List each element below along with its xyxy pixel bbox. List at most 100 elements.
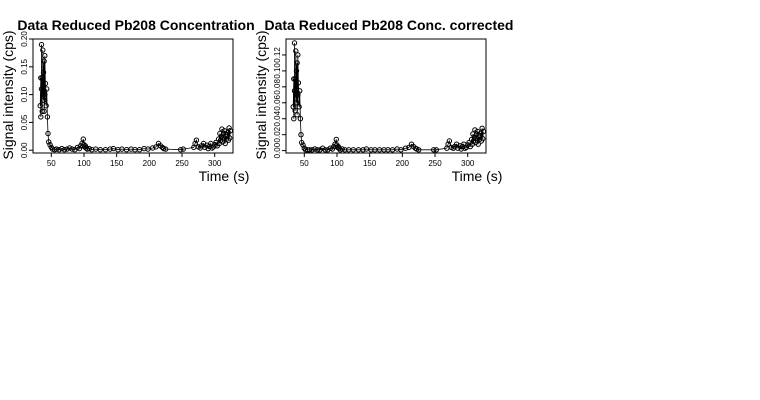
chart-title: Data Reduced Pb208 Conc. corrected <box>265 17 514 33</box>
data-point <box>209 145 215 151</box>
x-tick-label: 250 <box>428 159 442 168</box>
data-point <box>41 108 47 115</box>
data-point <box>107 146 113 152</box>
data-point <box>416 147 422 153</box>
data-point <box>61 147 68 153</box>
data-point <box>360 147 366 153</box>
data-point <box>83 145 89 151</box>
data-point <box>42 53 48 59</box>
data-point <box>66 145 73 151</box>
data-point <box>480 128 487 135</box>
data-point <box>300 142 306 148</box>
y-tick-label: 0.05 <box>20 114 29 130</box>
data-point <box>47 142 53 148</box>
y-tick-label: 0.12 <box>273 47 282 63</box>
data-point <box>59 145 65 152</box>
x-tick-label: 50 <box>300 159 309 168</box>
x-tick-label: 150 <box>363 159 377 168</box>
x-tick-label: 300 <box>461 159 475 168</box>
x-tick-label: 200 <box>396 159 410 168</box>
y-axis-label: Signal intensity (cps) <box>0 30 16 159</box>
data-point <box>38 114 44 120</box>
data-points <box>37 41 234 153</box>
y-tick-label: 0.02 <box>273 126 282 142</box>
x-tick-label: 300 <box>208 159 222 168</box>
data-point <box>69 146 75 152</box>
data-point <box>398 147 404 153</box>
data-point <box>39 75 45 81</box>
data-point <box>292 76 298 82</box>
chart-title: Data Reduced Pb208 Concentration <box>17 17 254 33</box>
y-tick-label: 0.00 <box>273 142 282 158</box>
data-point <box>42 80 49 87</box>
data-point <box>40 69 47 76</box>
y-tick-label: 0.00 <box>20 142 29 158</box>
data-point <box>293 68 300 74</box>
data-point <box>38 86 45 92</box>
data-point <box>53 146 60 152</box>
data-point <box>40 47 46 53</box>
data-point <box>293 92 299 98</box>
series-line <box>292 42 484 151</box>
data-point <box>314 147 321 153</box>
data-point <box>40 91 46 98</box>
data-point <box>38 41 45 48</box>
data-point <box>477 132 483 139</box>
data-point <box>333 136 339 143</box>
series-line <box>39 44 231 151</box>
axis-ticks: 50 100 150 200 250 300 0.00 0.05 0.10 0.15 0.20 <box>20 31 222 168</box>
data-point <box>446 138 453 144</box>
data-point <box>56 147 62 153</box>
axis-ticks: 50 100 150 200 250 3000.000.020.040.060.080.1… <box>273 47 475 168</box>
y-axis-label: Signal intensity (cps) <box>253 30 269 159</box>
data-point <box>192 140 198 147</box>
data-point <box>44 86 50 92</box>
data-point <box>226 125 232 131</box>
data-point <box>37 103 43 109</box>
series-line-path <box>39 44 231 151</box>
data-point <box>294 112 300 118</box>
y-tick-label: 0.10 <box>20 86 29 102</box>
series-line-path <box>292 42 484 151</box>
y-tick-label: 0.06 <box>273 94 282 110</box>
y-tick-label: 0.08 <box>273 79 282 95</box>
data-point <box>402 145 409 151</box>
data-point <box>43 103 49 109</box>
x-tick-label: 200 <box>143 159 157 168</box>
data-point <box>306 147 313 153</box>
x-tick-label: 250 <box>175 159 189 168</box>
data-point <box>297 88 303 94</box>
data-point <box>80 136 87 142</box>
data-point <box>294 60 300 66</box>
x-tick-label: 50 <box>47 159 56 168</box>
data-point <box>42 91 48 98</box>
data-point <box>312 146 318 152</box>
data-point <box>295 52 301 58</box>
data-point <box>227 128 234 134</box>
data-point <box>431 147 437 153</box>
data-point <box>297 116 304 122</box>
chart-panel-conc-corrected: Data Reduced Pb208 Conc. corrected Time … <box>253 17 513 184</box>
data-point <box>44 114 51 120</box>
data-point <box>309 147 315 153</box>
plot-frame <box>32 38 234 154</box>
data-point <box>97 147 104 153</box>
data-point <box>39 108 45 115</box>
y-tick-label: 0.20 <box>20 31 29 47</box>
data-point <box>193 137 200 143</box>
x-axis-label: Time (s) <box>199 168 250 184</box>
data-point <box>227 135 233 141</box>
data-point <box>291 116 297 122</box>
data-point <box>46 139 52 145</box>
data-point <box>178 147 184 153</box>
data-point <box>45 130 51 137</box>
data-point <box>291 40 298 46</box>
data-point <box>475 141 481 147</box>
data-point <box>163 146 169 152</box>
data-point <box>479 125 485 132</box>
x-tick-label: 100 <box>77 159 91 168</box>
data-point <box>86 145 92 152</box>
data-point <box>180 146 187 152</box>
x-tick-label: 100 <box>330 159 344 168</box>
data-point <box>295 80 302 86</box>
